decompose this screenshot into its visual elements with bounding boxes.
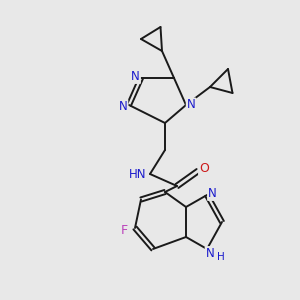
- Text: N: N: [187, 98, 196, 112]
- Text: N: N: [208, 187, 217, 200]
- Text: H: H: [217, 251, 224, 262]
- Text: F: F: [121, 224, 128, 238]
- Text: O: O: [199, 161, 209, 175]
- Text: N: N: [131, 70, 140, 83]
- Text: N: N: [206, 247, 214, 260]
- Text: HN: HN: [129, 167, 146, 181]
- Text: N: N: [118, 100, 127, 113]
